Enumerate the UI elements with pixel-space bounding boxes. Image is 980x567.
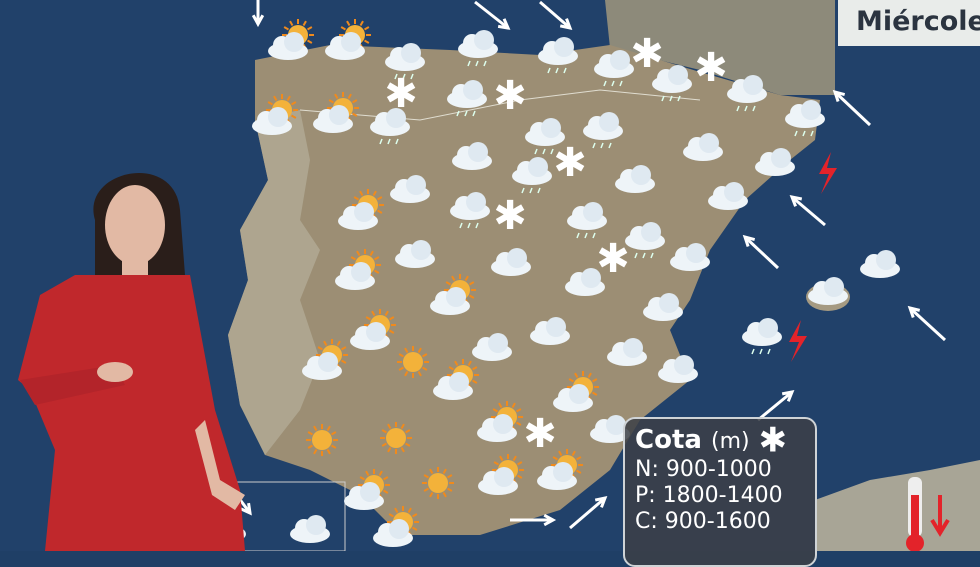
svg-text:✱: ✱ — [630, 31, 664, 77]
legend-unit: (m) — [710, 429, 750, 454]
snowflake-icon: ✱ — [493, 73, 527, 119]
cloud-icon — [290, 515, 330, 543]
svg-text:✱: ✱ — [694, 45, 728, 91]
sun-cloud-icon — [252, 94, 298, 135]
cloud-icon — [708, 182, 748, 210]
snow-level-legend: Cota (m) ✱ N: 900-1000 P: 1800-1400 C: 9… — [623, 417, 817, 567]
snowflake-icon: ✱ — [694, 45, 728, 91]
sun-cloud-icon — [338, 189, 384, 230]
wind-arrow-icon — [742, 234, 780, 270]
cloud-rain-icon — [525, 118, 565, 155]
cloud-icon — [472, 333, 512, 361]
france-land — [605, 0, 835, 95]
sun-cloud-icon — [313, 92, 359, 133]
snowflake-icon: ✱ — [493, 193, 527, 239]
portugal-land — [228, 110, 320, 455]
cloud-icon — [860, 250, 900, 278]
sun-cloud-icon — [302, 339, 348, 380]
legend-header: Cota (m) ✱ — [635, 424, 805, 458]
cloud-icon — [607, 338, 647, 366]
lightning-icon — [789, 320, 807, 362]
snowflake-icon: ✱ — [553, 140, 587, 186]
cloud-rain-icon — [538, 37, 578, 74]
cloud-rain-icon — [785, 100, 825, 137]
lightning-icon — [819, 152, 837, 194]
cloud-icon — [643, 293, 683, 321]
wind-arrow-icon — [832, 89, 872, 127]
cloud-icon — [658, 355, 698, 383]
sun-cloud-icon — [325, 19, 371, 60]
sun-cloud-icon — [430, 274, 476, 315]
cloud-icon — [395, 240, 435, 268]
wind-arrow-icon — [789, 194, 826, 227]
svg-text:✱: ✱ — [493, 193, 527, 239]
cloud-icon — [683, 133, 723, 161]
snowflake-icon: ✱ — [523, 411, 557, 457]
sun-icon — [306, 424, 338, 456]
sun-cloud-icon — [478, 454, 524, 495]
iberia-land — [228, 45, 820, 535]
cloud-rain-icon — [594, 50, 634, 87]
cloud-rain-icon — [450, 192, 490, 229]
wind-arrow-icon — [907, 305, 947, 342]
wind-arrow-icon — [569, 495, 608, 530]
sun-icon — [397, 346, 429, 378]
sun-cloud-icon — [335, 249, 381, 290]
snowflake-icon: ✱ — [384, 71, 418, 117]
thermometer-down-icon — [906, 477, 950, 551]
cloud-rain-icon — [370, 108, 410, 145]
sun-icon — [422, 467, 454, 499]
svg-text:✱: ✱ — [523, 411, 557, 457]
wind-arrow-icon — [510, 513, 557, 527]
cloud-icon — [530, 317, 570, 345]
wind-arrow-icon — [474, 0, 511, 30]
cloud-icon — [491, 248, 531, 276]
sun-icon — [380, 422, 412, 454]
sun-cloud-icon — [477, 401, 523, 442]
wind-arrow-icon — [757, 390, 795, 422]
wind-arrow-icon — [539, 0, 573, 31]
legend-title: Cota — [635, 425, 702, 455]
day-title: Miércole — [838, 0, 980, 46]
svg-text:✱: ✱ — [384, 71, 418, 117]
wind-arrow-icon — [251, 0, 265, 28]
cloud-icon — [590, 415, 630, 443]
cloud-icon — [390, 175, 430, 203]
cloud-rain-icon — [567, 202, 607, 239]
snowflake-icon: ✱ — [596, 236, 630, 282]
sun-cloud-icon — [373, 506, 419, 547]
svg-text:✱: ✱ — [493, 73, 527, 119]
cloud-rain-icon — [458, 30, 498, 67]
sun-cloud-icon — [350, 309, 396, 350]
svg-text:✱: ✱ — [596, 236, 630, 282]
cloud-rain-icon — [652, 65, 692, 102]
sun-cloud-icon — [344, 469, 390, 510]
cloud-rain-icon — [447, 80, 487, 117]
sun-cloud-icon — [537, 449, 583, 490]
svg-text:✱: ✱ — [553, 140, 587, 186]
cloud-icon — [615, 165, 655, 193]
presenter — [18, 172, 245, 551]
cloud-rain-icon — [727, 75, 767, 112]
cloud-rain-icon — [625, 222, 665, 259]
cloud-icon — [452, 142, 492, 170]
sun-cloud-icon — [553, 371, 599, 412]
cloud-icon — [755, 148, 795, 176]
sun-cloud-icon — [268, 19, 314, 60]
cloud-rain-icon — [742, 318, 782, 355]
cloud-icon — [565, 268, 605, 296]
snowflake-icon: ✱ — [630, 31, 664, 77]
legend-row-p: P: 1800-1400 — [635, 483, 783, 508]
cloud-icon — [808, 277, 848, 305]
legend-row-c: C: 900-1600 — [635, 509, 771, 534]
cloud-icon — [670, 243, 710, 271]
cloud-rain-icon — [583, 112, 623, 149]
cloud-rain-icon — [512, 157, 552, 194]
cloud-rain-icon — [385, 43, 425, 80]
legend-row-n: N: 900-1000 — [635, 457, 772, 482]
snowflake-icon: ✱ — [758, 420, 788, 461]
sun-cloud-icon — [433, 359, 479, 400]
